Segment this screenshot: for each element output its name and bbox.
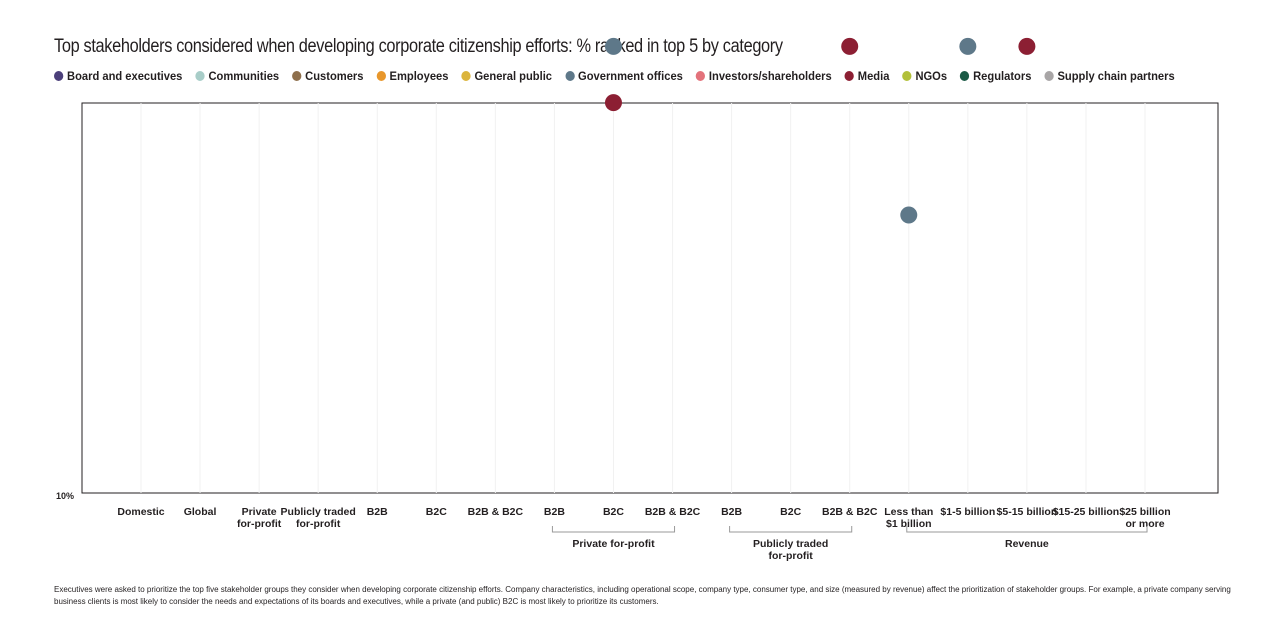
data-point	[1018, 37, 1036, 55]
x-tick-label: B2C	[780, 506, 801, 518]
data-point	[604, 94, 622, 112]
y-tick-label: 10%	[56, 491, 74, 501]
x-tick-label: or more	[1125, 518, 1164, 530]
group-label: Revenue	[1005, 538, 1049, 550]
legend-label: Media	[857, 69, 890, 83]
legend-item: Board and executives	[54, 69, 182, 83]
legend: Board and executives Communities Customers…	[54, 69, 1175, 83]
x-tick-label: $1 billion	[886, 518, 932, 530]
legend-swatch	[960, 71, 970, 81]
legend-label: NGOs	[915, 69, 948, 83]
group-label: for-profit	[768, 550, 813, 562]
data-point	[604, 37, 622, 55]
footnote: Executives were asked to prioritize the …	[54, 585, 1231, 606]
legend-item: NGOs	[902, 69, 947, 83]
x-tick-label: B2B & B2C	[468, 506, 524, 518]
legend-swatch	[376, 71, 386, 81]
legend-item: Employees	[376, 69, 448, 83]
x-tick-label: for-profit	[296, 518, 341, 530]
x-tick-label: $15-25 billion	[1053, 506, 1120, 518]
plot-frame	[81, 102, 1219, 494]
legend-swatch	[902, 71, 912, 81]
x-tick-label: Global	[184, 506, 217, 518]
data-point	[900, 206, 918, 224]
x-tick-label: Less than	[884, 506, 933, 518]
chart-title: Top stakeholders considered when develop…	[54, 36, 783, 57]
legend-item: General public	[461, 69, 552, 83]
legend-swatch	[461, 71, 471, 81]
group-bracket	[729, 526, 853, 533]
legend-item: Communities	[195, 69, 279, 83]
legend-swatch	[292, 71, 302, 81]
legend-swatch	[565, 71, 575, 81]
legend-item: Government offices	[565, 69, 683, 83]
legend-item: Investors/shareholders	[695, 69, 832, 83]
legend-label: Customers	[305, 69, 364, 83]
x-tick-label: B2C	[603, 506, 624, 518]
legend-label: Supply chain partners	[1057, 69, 1175, 83]
legend-label: Communities	[208, 69, 280, 83]
x-tick-label: B2B	[544, 506, 565, 518]
x-tick-label: Domestic	[117, 506, 164, 518]
legend-swatch	[1044, 71, 1054, 81]
legend-label: General public	[474, 69, 553, 83]
group-label: Publicly traded	[753, 538, 828, 550]
x-tick-label: B2B	[367, 506, 388, 518]
legend-swatch	[844, 71, 855, 81]
legend-label: Regulators	[973, 69, 1032, 83]
legend-label: Board and executives	[67, 69, 183, 83]
group-bracket	[551, 526, 676, 533]
data-point	[959, 37, 977, 55]
legend-swatch	[195, 71, 205, 81]
x-tick-label: $25 billion	[1119, 506, 1170, 518]
legend-item: Regulators	[960, 69, 1031, 83]
legend-label: Employees	[389, 69, 449, 83]
legend-item: Media	[844, 69, 890, 83]
legend-item: Customers	[292, 69, 363, 83]
x-tick-label: B2B & B2C	[645, 506, 701, 518]
x-tick-label: Private	[242, 506, 277, 518]
x-tick-label: B2B	[721, 506, 742, 518]
legend-swatch	[695, 71, 706, 81]
x-tick-label: $5-15 billion	[997, 506, 1058, 518]
legend-swatch	[54, 71, 64, 81]
data-point	[841, 37, 859, 55]
x-tick-label: $1-5 billion	[940, 506, 995, 518]
group-bracket	[906, 526, 1148, 533]
x-tick-label: Publicly traded	[281, 506, 356, 518]
legend-item: Supply chain partners	[1044, 69, 1175, 83]
x-tick-label: B2B & B2C	[822, 506, 878, 518]
group-label: Private for-profit	[572, 538, 655, 550]
legend-label: Investors/shareholders	[708, 69, 832, 83]
x-tick-label: for-profit	[237, 518, 282, 530]
x-tick-label: B2C	[426, 506, 447, 518]
legend-label: Government offices	[578, 69, 683, 83]
